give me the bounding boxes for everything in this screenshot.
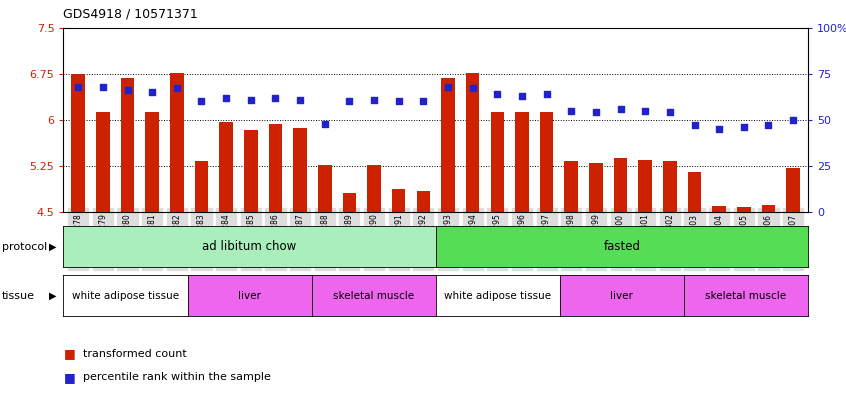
Point (712, 126, 726, 132)
Point (639, 107, 652, 114)
Bar (614, 158, 628, 212)
Bar (688, 172, 701, 212)
Bar (121, 78, 135, 212)
Bar (663, 161, 677, 212)
Text: white adipose tissue: white adipose tissue (444, 291, 552, 301)
Text: ■: ■ (63, 371, 75, 384)
Bar (416, 191, 430, 212)
Bar (540, 112, 553, 212)
Text: liver: liver (238, 291, 261, 301)
Text: ▶: ▶ (49, 242, 57, 252)
Text: ▶: ▶ (49, 291, 57, 301)
Point (466, 85, 480, 92)
Bar (146, 112, 159, 212)
Text: liver: liver (610, 291, 634, 301)
Bar (515, 112, 529, 212)
Bar (712, 206, 726, 212)
Point (244, 96, 257, 103)
Point (663, 109, 677, 116)
Bar (589, 163, 602, 212)
Bar (787, 168, 800, 212)
Point (540, 91, 553, 97)
Bar (96, 112, 110, 212)
Text: ad libitum chow: ad libitum chow (202, 240, 297, 253)
Point (688, 122, 701, 129)
Bar (195, 161, 208, 212)
Bar (318, 165, 332, 212)
Bar (491, 112, 504, 212)
Point (121, 87, 135, 94)
Point (564, 107, 578, 114)
Bar (639, 160, 652, 212)
Text: percentile rank within the sample: percentile rank within the sample (83, 372, 271, 382)
Point (442, 83, 455, 90)
Text: tissue: tissue (2, 291, 35, 301)
Point (614, 106, 628, 112)
Bar (269, 124, 283, 212)
Point (219, 95, 233, 101)
Bar (170, 73, 184, 212)
Text: ■: ■ (63, 347, 75, 360)
Bar (466, 73, 480, 212)
Bar (71, 74, 85, 212)
Text: protocol: protocol (2, 242, 47, 252)
Point (392, 98, 405, 105)
Point (294, 96, 307, 103)
Point (761, 122, 775, 129)
Bar (367, 165, 381, 212)
Text: transformed count: transformed count (83, 349, 187, 359)
Text: skeletal muscle: skeletal muscle (706, 291, 787, 301)
Point (146, 89, 159, 95)
Point (195, 98, 208, 105)
Text: skeletal muscle: skeletal muscle (333, 291, 415, 301)
Point (343, 98, 356, 105)
Point (170, 85, 184, 92)
Point (96, 83, 110, 90)
Point (416, 98, 430, 105)
Bar (219, 122, 233, 212)
Bar (343, 193, 356, 212)
Point (367, 96, 381, 103)
Point (491, 91, 504, 97)
Bar (442, 78, 455, 212)
Bar (294, 129, 307, 212)
Point (787, 117, 800, 123)
Text: fasted: fasted (603, 240, 640, 253)
Point (318, 120, 332, 127)
Text: white adipose tissue: white adipose tissue (72, 291, 179, 301)
Point (737, 124, 750, 130)
Text: GDS4918 / 10571371: GDS4918 / 10571371 (63, 8, 198, 21)
Bar (392, 189, 405, 212)
Bar (737, 207, 750, 212)
Point (71, 83, 85, 90)
Bar (244, 130, 257, 212)
Point (515, 93, 529, 99)
Bar (761, 205, 775, 212)
Bar (564, 161, 578, 212)
Point (589, 109, 602, 116)
Point (269, 95, 283, 101)
